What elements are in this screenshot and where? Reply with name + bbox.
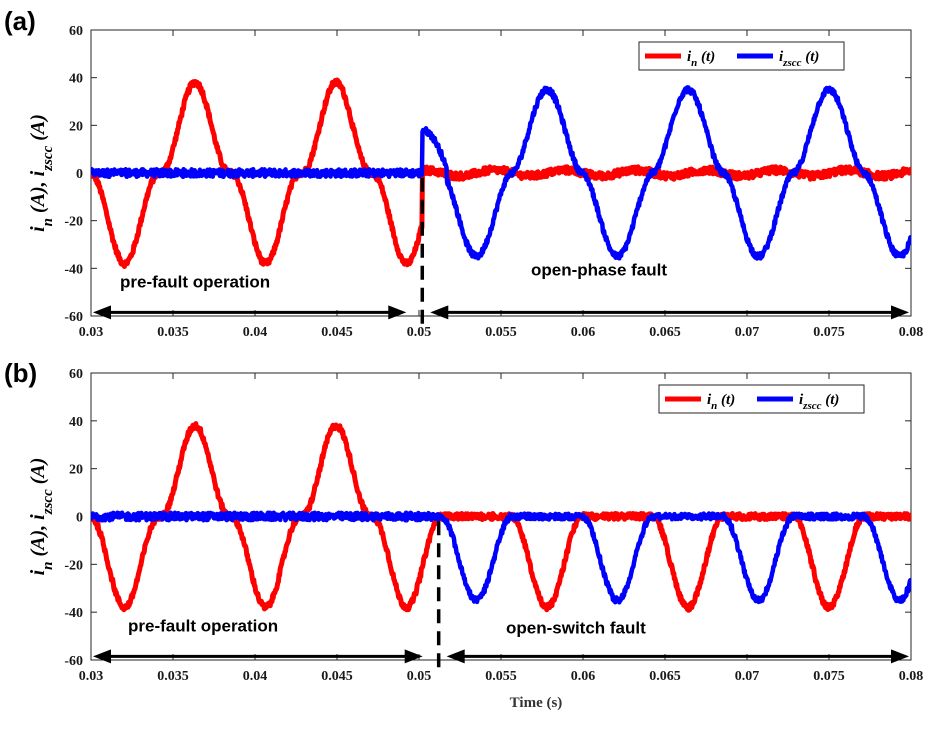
- pre-fault-annotation: pre-fault operation: [128, 616, 278, 635]
- x-tick-label: 0.05: [407, 669, 432, 684]
- x-tick-label: 0.08: [899, 669, 924, 684]
- x-tick-label: 0.04: [243, 325, 268, 340]
- y-tick-label: 20: [69, 119, 83, 134]
- x-tick-label: 0.055: [485, 669, 517, 684]
- series-izscc-line: [91, 510, 911, 605]
- y-tick-label: 0: [76, 167, 83, 182]
- legend: in (t) izscc (t): [638, 41, 845, 71]
- x-tick-label: 0.03: [79, 325, 104, 340]
- pre-fault-arrow: [93, 649, 423, 664]
- panel-label: (b): [4, 358, 37, 388]
- x-tick-label: 0.065: [649, 325, 681, 340]
- legend-entry-in: in (t): [665, 392, 735, 412]
- y-tick-label: 20: [69, 463, 83, 478]
- x-tick-label: 0.045: [321, 325, 353, 340]
- y-tick-label: 60: [69, 24, 83, 39]
- traces: [91, 77, 911, 269]
- x-tick-label: 0.06: [571, 325, 596, 340]
- x-tick-label: 0.07: [735, 669, 760, 684]
- y-tick-label: -40: [64, 606, 83, 621]
- y-axis-label: in (A), izscc (A): [27, 114, 56, 232]
- svg-text:in (t): in (t): [687, 49, 715, 69]
- svg-text:izscc (t): izscc (t): [779, 49, 819, 69]
- x-tick-label: 0.07: [735, 325, 760, 340]
- x-tick-label: 0.035: [157, 669, 189, 684]
- pre-fault-annotation: pre-fault operation: [120, 272, 270, 291]
- legend-entry-in: in (t): [645, 49, 715, 69]
- x-tick-label: 0.05: [407, 325, 432, 340]
- x-tick-label: 0.045: [321, 669, 353, 684]
- legend: in (t) izscc (t): [658, 384, 865, 414]
- legend-entry-izscc: izscc (t): [737, 49, 819, 69]
- y-tick-label: -40: [64, 262, 83, 277]
- y-tick-label: 0: [76, 511, 83, 526]
- svg-text:in (t): in (t): [707, 392, 735, 412]
- y-tick-label: -20: [64, 215, 83, 230]
- y-axis-label: in (A), izscc (A): [27, 458, 56, 576]
- x-tick-label: 0.065: [649, 669, 681, 684]
- chart-panel-b: 0.03 0.035 0.04 0.045 0.05 0.055 0.06 0.065 0.07…: [4, 358, 923, 711]
- y-tick-label: -60: [64, 654, 83, 669]
- post-fault-annotation: open-phase fault: [531, 260, 667, 279]
- x-tick-label: 0.03: [79, 669, 104, 684]
- panel-label: (a): [4, 6, 36, 36]
- series-izscc-line: [91, 85, 911, 261]
- traces: [91, 421, 911, 613]
- post-fault-annotation: open-switch fault: [506, 619, 646, 638]
- y-tick-label: -20: [64, 558, 83, 573]
- x-tick-label: 0.08: [899, 325, 924, 340]
- x-tick-label: 0.075: [813, 669, 845, 684]
- y-tick-label: 40: [69, 415, 83, 430]
- x-tick-label: 0.055: [485, 325, 517, 340]
- x-tick-label: 0.035: [157, 325, 189, 340]
- pre-fault-arrow: [93, 305, 407, 320]
- x-axis-label: Time (s): [510, 695, 563, 711]
- svg-text:izscc (t): izscc (t): [799, 392, 839, 412]
- chart-panel-a: 0.03 0.035 0.04 0.045 0.05 0.055 0.06 0.065 0.07…: [4, 6, 923, 340]
- y-tick-label: 40: [69, 72, 83, 87]
- legend-entry-izscc: izscc (t): [757, 392, 839, 412]
- x-tick-label: 0.075: [813, 325, 845, 340]
- post-fault-arrow: [430, 305, 909, 320]
- post-fault-arrow: [446, 649, 909, 664]
- y-tick-label: 60: [69, 367, 83, 382]
- y-tick-label: -60: [64, 310, 83, 325]
- x-tick-label: 0.06: [571, 669, 596, 684]
- x-tick-label: 0.04: [243, 669, 268, 684]
